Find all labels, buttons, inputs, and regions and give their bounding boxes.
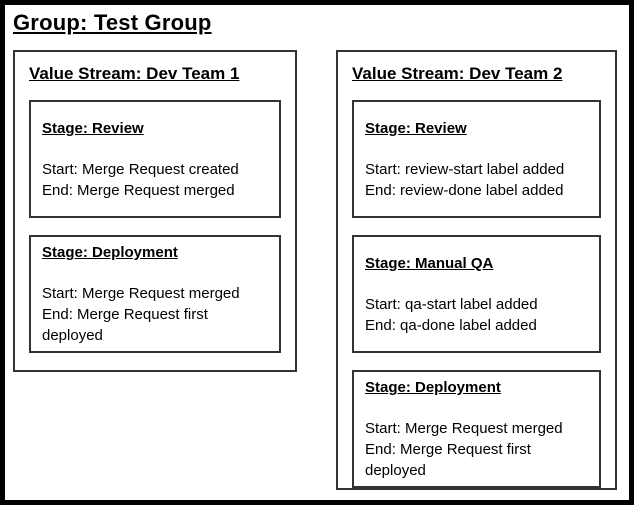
value-stream-title: Value Stream: Dev Team 2 <box>352 64 563 83</box>
stage-end-line: End: review-done label added <box>365 181 564 199</box>
value-stream-box-dev-team-1: Value Stream: Dev Team 1 Stage: Review S… <box>13 50 297 372</box>
stage-box-deployment: Stage: Deployment Start: Merge Request m… <box>352 370 601 488</box>
stage-start-line: Start: Merge Request created <box>42 160 239 178</box>
stage-start-line: Start: Merge Request merged <box>42 285 240 302</box>
value-stream-box-dev-team-2: Value Stream: Dev Team 2 Stage: Review S… <box>336 50 617 490</box>
stage-title: Stage: Deployment <box>42 244 178 261</box>
stage-end-line: End: Merge Request merged <box>42 181 235 199</box>
stage-title: Stage: Review <box>42 119 144 137</box>
stage-title: Stage: Review <box>365 119 467 137</box>
stage-end-line: End: Merge Request first deployed <box>365 441 531 479</box>
stage-box-review: Stage: Review Start: Merge Request creat… <box>29 100 281 218</box>
stage-box-review: Stage: Review Start: review-start label … <box>352 100 601 218</box>
value-stream-title: Value Stream: Dev Team 1 <box>29 64 240 83</box>
stage-title: Stage: Manual QA <box>365 254 494 272</box>
stage-end-line: End: Merge Request first deployed <box>42 306 208 344</box>
stage-start-line: Start: review-start label added <box>365 160 565 178</box>
stage-end-line: End: qa-done label added <box>365 316 537 334</box>
stage-title: Stage: Deployment <box>365 379 501 396</box>
stage-start-line: Start: Merge Request merged <box>365 420 563 437</box>
group-title: Group: Test Group <box>13 10 212 35</box>
stage-box-manual-qa: Stage: Manual QA Start: qa-start label a… <box>352 235 601 353</box>
stage-box-deployment: Stage: Deployment Start: Merge Request m… <box>29 235 281 353</box>
stage-start-line: Start: qa-start label added <box>365 295 538 313</box>
